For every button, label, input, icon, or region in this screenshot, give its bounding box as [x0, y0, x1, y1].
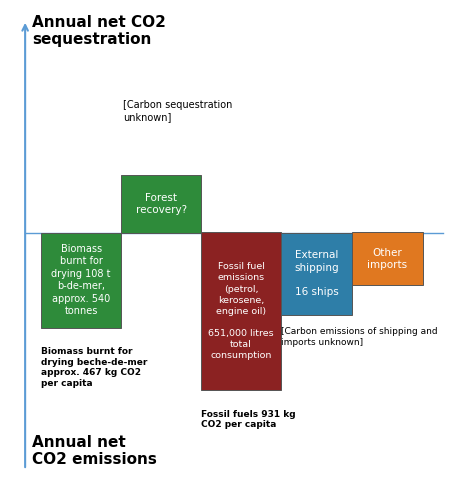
Bar	[281, 232, 352, 315]
Text: Biomass burnt for
drying beche-de-mer
approx. 467 kg CO2
per capita: Biomass burnt for drying beche-de-mer ap…	[41, 348, 148, 388]
Text: [Carbon emissions of shipping and
imports unknown]: [Carbon emissions of shipping and import…	[281, 328, 438, 347]
Bar	[352, 232, 423, 285]
Text: Biomass
burnt for
drying 108 t
b-de-mer,
approx. 540
tonnes: Biomass burnt for drying 108 t b-de-mer,…	[51, 244, 111, 316]
Text: Fossil fuels 931 kg
CO2 per capita: Fossil fuels 931 kg CO2 per capita	[201, 410, 296, 430]
Text: [Carbon sequestration
unknown]: [Carbon sequestration unknown]	[123, 100, 233, 122]
Text: External
shipping

16 ships: External shipping 16 ships	[294, 250, 339, 298]
Text: Other
imports: Other imports	[367, 248, 407, 270]
Bar	[121, 175, 201, 233]
Bar	[201, 232, 281, 390]
Bar	[41, 232, 121, 328]
Text: Annual net
CO2 emissions: Annual net CO2 emissions	[32, 435, 157, 468]
Text: Forest
recovery?: Forest recovery?	[136, 192, 186, 215]
Text: Annual net CO2
sequestration: Annual net CO2 sequestration	[32, 15, 166, 48]
Text: Fossil fuel
emissions
(petrol,
kerosene,
engine oil)

651,000 litres
total
consu: Fossil fuel emissions (petrol, kerosene,…	[208, 262, 274, 360]
